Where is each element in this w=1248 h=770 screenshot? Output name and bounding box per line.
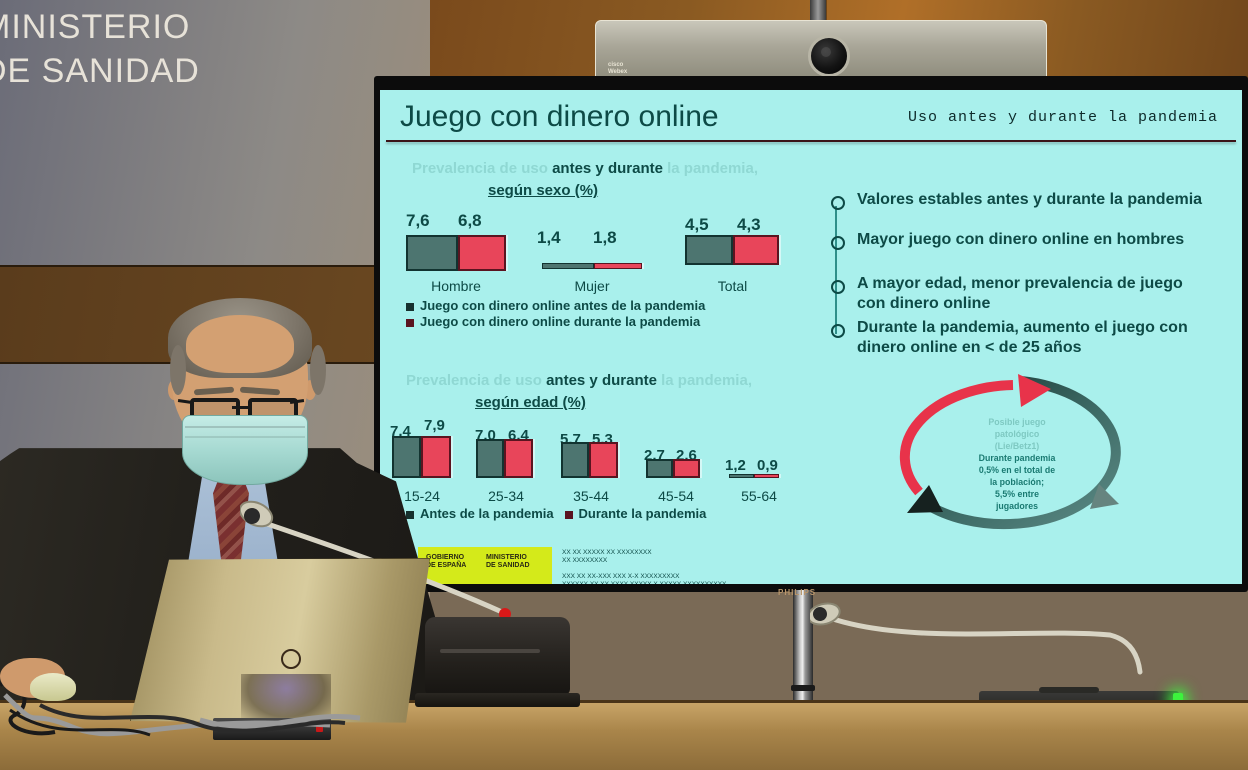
svg-text:jugadores: jugadores xyxy=(995,501,1038,511)
svg-text:Durante pandemia: Durante pandemia xyxy=(979,453,1056,463)
svg-text:0,5% en el total de: 0,5% en el total de xyxy=(979,465,1055,475)
svg-text:la población;: la población; xyxy=(990,477,1044,487)
svg-text:(Lie/Betz1): (Lie/Betz1) xyxy=(995,441,1040,451)
svg-text:5,5% entre: 5,5% entre xyxy=(995,489,1039,499)
svg-text:patológico: patológico xyxy=(995,429,1040,439)
